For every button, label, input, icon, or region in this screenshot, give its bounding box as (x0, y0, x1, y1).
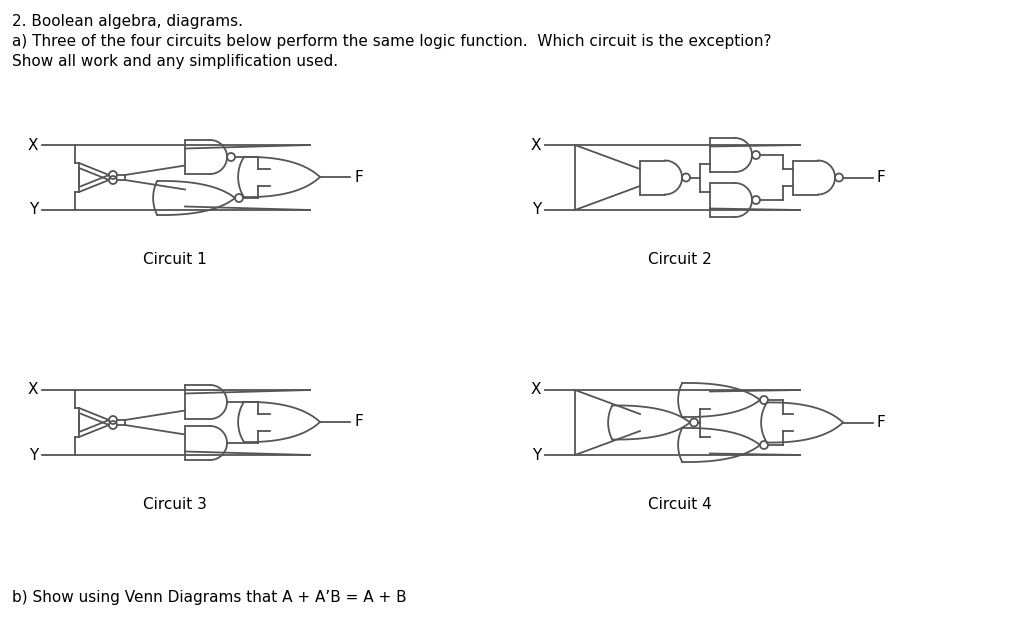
Text: F: F (354, 169, 362, 185)
Text: X: X (530, 383, 541, 397)
Text: X: X (530, 137, 541, 153)
Text: Circuit 1: Circuit 1 (143, 252, 207, 267)
Text: Show all work and any simplification used.: Show all work and any simplification use… (12, 54, 338, 69)
Text: a) Three of the four circuits below perform the same logic function.  Which circ: a) Three of the four circuits below perf… (12, 34, 771, 49)
Text: Y: Y (29, 447, 38, 462)
Text: b) Show using Venn Diagrams that A + A’B = A + B: b) Show using Venn Diagrams that A + A’B… (12, 590, 407, 605)
Text: Circuit 4: Circuit 4 (648, 497, 712, 512)
Text: F: F (354, 415, 362, 430)
Text: 2. Boolean algebra, diagrams.: 2. Boolean algebra, diagrams. (12, 14, 243, 29)
Text: Y: Y (531, 447, 541, 462)
Text: Y: Y (29, 203, 38, 218)
Text: Circuit 2: Circuit 2 (648, 252, 712, 267)
Text: X: X (28, 383, 38, 397)
Text: Circuit 3: Circuit 3 (143, 497, 207, 512)
Text: F: F (877, 170, 886, 185)
Text: Y: Y (531, 203, 541, 218)
Text: F: F (877, 415, 886, 430)
Text: X: X (28, 137, 38, 153)
